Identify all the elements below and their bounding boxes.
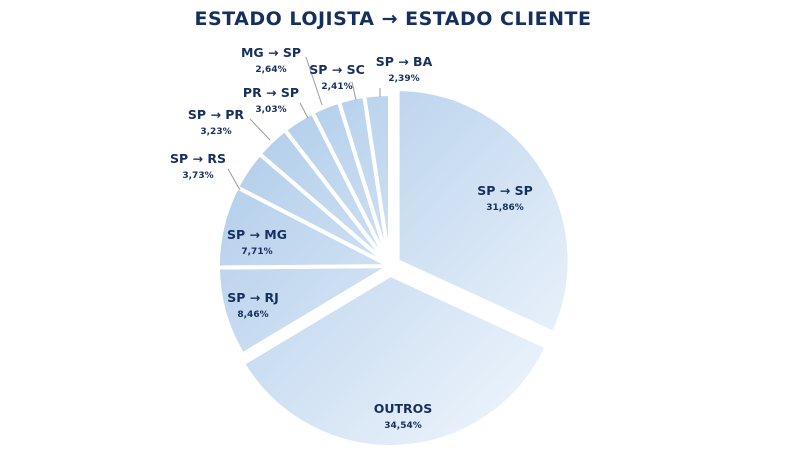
slice-value-sp-pr: 3,23% bbox=[200, 127, 231, 137]
slice-value-sp-mg: 7,71% bbox=[241, 247, 272, 257]
slice-label-sp-rj: SP → RJ bbox=[227, 290, 279, 305]
leader-line-sp-pr bbox=[249, 118, 271, 141]
slice-value-sp-sp: 31,86% bbox=[486, 203, 524, 213]
slice-label-pr-sp: PR → SP bbox=[243, 85, 299, 100]
slice-value-mg-sp: 2,64% bbox=[255, 65, 286, 75]
slice-label-sp-sc: SP → SC bbox=[309, 62, 365, 77]
slice-label-sp-rs: SP → RS bbox=[170, 151, 226, 166]
slice-label-sp-mg: SP → MG bbox=[227, 227, 287, 242]
pie-slice-sp-ba bbox=[362, 92, 392, 268]
leader-line-sp-sc bbox=[351, 81, 357, 101]
chart-title: ESTADO LOJISTA → ESTADO CLIENTE bbox=[194, 8, 592, 30]
slice-label-outros: OUTROS bbox=[374, 401, 433, 416]
slice-label-sp-ba: SP → BA bbox=[376, 54, 433, 69]
slice-value-pr-sp: 3,03% bbox=[255, 105, 286, 115]
slice-label-sp-sp: SP → SP bbox=[477, 183, 533, 198]
slice-value-sp-rj: 8,46% bbox=[237, 310, 268, 320]
slice-value-outros: 34,54% bbox=[384, 421, 422, 431]
pie-slice-sp-sp bbox=[395, 87, 572, 336]
slice-value-sp-rs: 3,73% bbox=[182, 171, 213, 181]
leader-line-mg-sp bbox=[305, 56, 323, 106]
slice-value-sp-ba: 2,39% bbox=[388, 74, 419, 84]
slice-value-sp-sc: 2,41% bbox=[321, 82, 352, 92]
leader-line-sp-rs bbox=[227, 168, 241, 191]
pie-slice-outros bbox=[240, 272, 549, 449]
slice-label-mg-sp: MG → SP bbox=[241, 45, 301, 60]
slice-label-sp-pr: SP → PR bbox=[188, 107, 245, 122]
leader-line-pr-sp bbox=[299, 102, 309, 119]
